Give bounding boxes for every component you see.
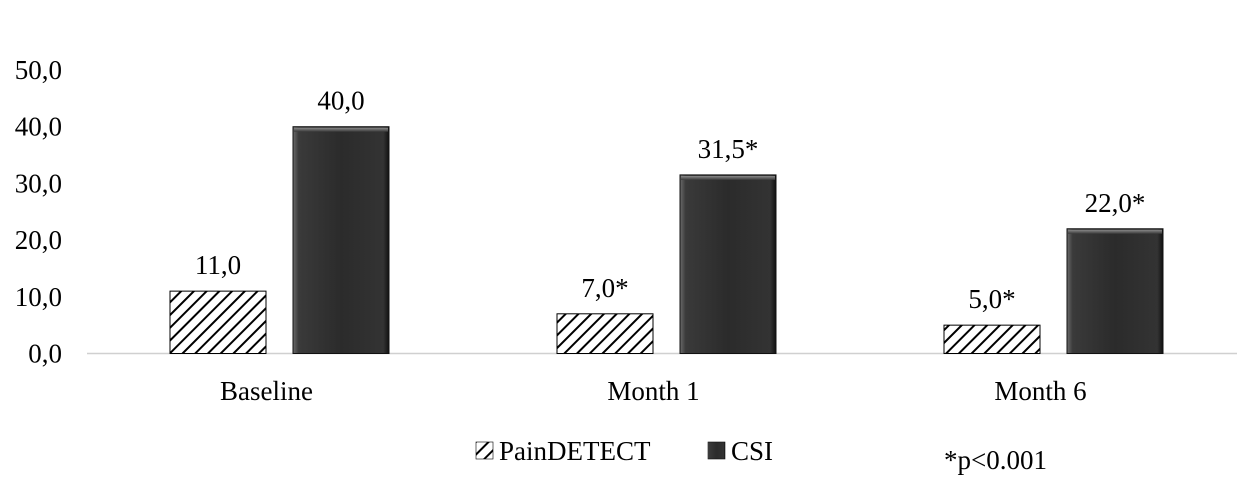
bar-paindetect xyxy=(943,324,1041,354)
bar-csi-body xyxy=(292,126,390,354)
y-axis: 0,0 10,0 20,0 30,0 40,0 50,0 xyxy=(15,55,62,369)
data-label: 7,0* xyxy=(581,273,628,303)
legend-swatch-paindetect xyxy=(475,441,494,460)
bar-csi-body xyxy=(679,174,777,354)
legend-label-csi: CSI xyxy=(731,436,773,466)
data-label: 40,0 xyxy=(317,86,364,116)
bar-csi-bevel xyxy=(294,127,388,132)
bar-csi-bevel xyxy=(681,175,775,180)
legend-label-paindetect: PainDETECT xyxy=(499,436,651,466)
y-tick-label: 20,0 xyxy=(15,225,62,255)
x-category-label: Baseline xyxy=(220,376,313,406)
data-label: 22,0* xyxy=(1085,188,1146,218)
legend-swatch-csi xyxy=(707,441,726,460)
y-tick-label: 0,0 xyxy=(28,339,62,369)
bar-csi xyxy=(1066,228,1164,354)
data-label: 31,5* xyxy=(698,134,759,164)
bar-csi xyxy=(292,126,390,354)
data-label: 5,0* xyxy=(968,284,1015,314)
y-tick-label: 10,0 xyxy=(15,282,62,312)
bar-csi-body xyxy=(1066,228,1164,354)
y-tick-label: 40,0 xyxy=(15,112,62,142)
y-tick-label: 30,0 xyxy=(15,168,62,198)
bar-csi-bevel xyxy=(1068,229,1162,234)
x-category-label: Month 1 xyxy=(607,376,699,406)
data-label: 11,0 xyxy=(195,250,241,280)
category-labels: Baseline Month 1 Month 6 xyxy=(220,376,1087,406)
data-labels: 11,0 40,0 7,0* 31,5* 5,0* 22,0* xyxy=(195,86,1146,314)
bar-csi xyxy=(679,174,777,354)
bar-paindetect xyxy=(556,313,654,354)
x-category-label: Month 6 xyxy=(994,376,1086,406)
bar-paindetect xyxy=(169,290,267,355)
legend: PainDETECT CSI xyxy=(475,436,773,466)
y-tick-label: 50,0 xyxy=(15,55,62,85)
significance-note: *p<0.001 xyxy=(944,445,1047,475)
bars xyxy=(169,126,1164,355)
